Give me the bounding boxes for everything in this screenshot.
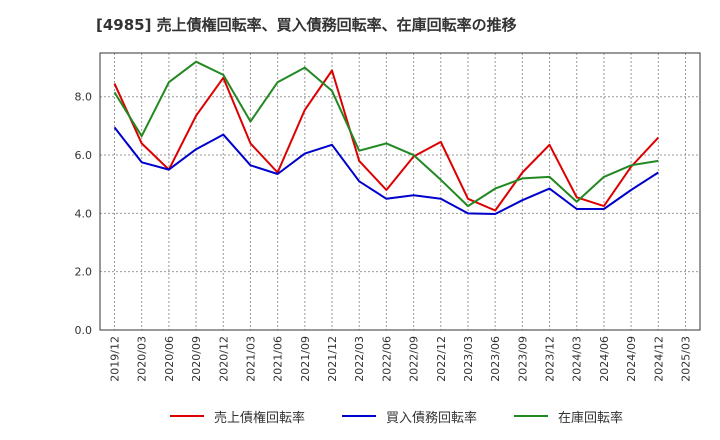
y-tick-label: 0.0 [75, 324, 93, 337]
x-tick-label: 2020/06 [163, 336, 176, 382]
legend: 売上債権回転率 買入債務回転率 在庫回転率 [0, 406, 720, 426]
x-tick-label: 2019/12 [109, 336, 122, 382]
x-tick-label: 2021/06 [272, 336, 285, 382]
legend-label: 買入債務回転率 [386, 410, 478, 426]
y-tick-label: 4.0 [75, 207, 93, 220]
y-tick-label: 2.0 [75, 266, 93, 279]
x-tick-label: 2023/09 [516, 336, 529, 382]
legend-swatch [342, 415, 376, 417]
x-tick-label: 2024/03 [571, 336, 584, 382]
plot-background [100, 53, 700, 330]
y-tick-label: 6.0 [75, 149, 93, 162]
legend-swatch [514, 415, 548, 417]
x-tick-label: 2023/12 [544, 336, 557, 382]
legend-item: 在庫回転率 [514, 406, 623, 426]
legend-item: 買入債務回転率 [342, 406, 477, 426]
x-tick-label: 2022/06 [380, 336, 393, 382]
x-tick-label: 2025/03 [680, 336, 693, 382]
legend-item: 売上債権回転率 [170, 406, 305, 426]
axis-layer: 0.0 2.0 4.0 6.0 8.0 2019/12 2020/03 2020/06 2020… [75, 52, 701, 382]
x-tick-label: 2022/09 [408, 336, 421, 382]
x-tick-label: 2021/03 [244, 336, 257, 382]
x-tick-label: 2021/09 [299, 336, 312, 382]
x-tick-label: 2024/12 [652, 336, 665, 382]
x-tick-label: 2023/06 [489, 336, 502, 382]
legend-swatch [170, 415, 204, 417]
x-tick-label: 2020/12 [217, 336, 230, 382]
x-tick-label: 2024/06 [598, 336, 611, 382]
legend-label: 売上債権回転率 [214, 410, 306, 426]
x-tick-label: 2022/12 [435, 336, 448, 382]
chart-title: [4985] 売上債権回転率、買入債務回転率、在庫回転率の推移 [96, 16, 517, 34]
legend-label: 在庫回転率 [558, 410, 624, 426]
series-layer [113, 60, 660, 215]
y-tick-label: 8.0 [75, 91, 93, 104]
x-tick-label: 2024/09 [625, 336, 638, 382]
x-tick-label: 2020/03 [136, 336, 149, 382]
x-tick-label: 2021/12 [326, 336, 339, 382]
x-tick-label: 2022/03 [353, 336, 366, 382]
x-tick-label: 2023/03 [462, 336, 475, 382]
x-tick-label: 2020/09 [190, 336, 203, 382]
plot-border [99, 52, 701, 331]
